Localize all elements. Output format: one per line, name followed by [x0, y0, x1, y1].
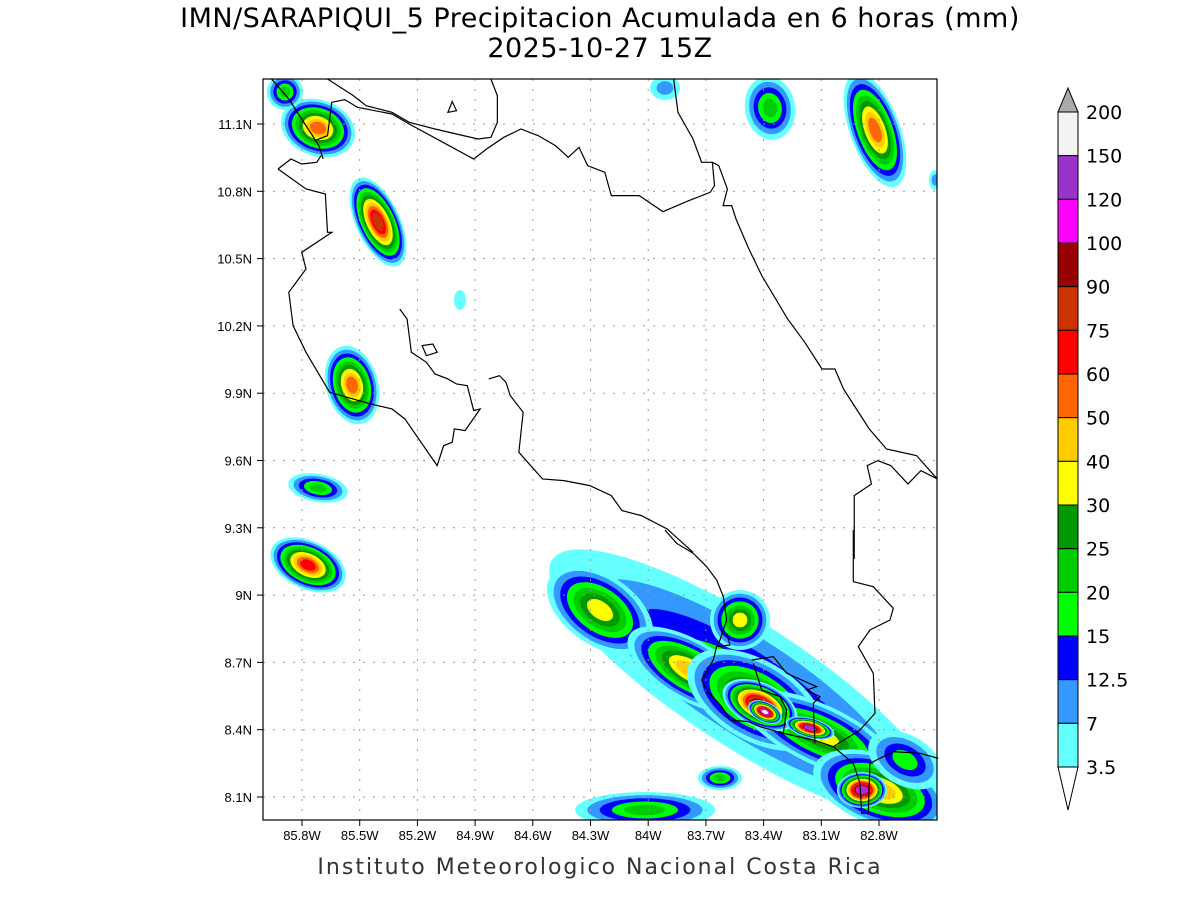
lon-tick-label: 85.8W — [283, 828, 321, 843]
colorbar-swatch — [1057, 591, 1079, 637]
colorbar-swatch — [1057, 722, 1079, 768]
precip-contour — [309, 483, 327, 493]
colorbar-swatch — [1057, 242, 1079, 288]
precipitation-field — [267, 79, 937, 820]
lat-tick-label: 11.1N — [218, 117, 252, 132]
lon-tick-label: 84W — [635, 828, 662, 843]
lon-tick-label: 85.5W — [341, 828, 379, 843]
lon-tick-label: 84.6W — [514, 828, 552, 843]
lon-tick-label: 84.3W — [572, 828, 610, 843]
colorbar-swatch — [1057, 635, 1079, 681]
colorbar-swatch — [1057, 373, 1079, 419]
colorbar-swatch — [1057, 111, 1079, 157]
lat-tick-label: 9.6N — [225, 454, 252, 469]
colorbar-label: 3.5 — [1086, 757, 1116, 779]
colorbar-label: 120 — [1086, 189, 1122, 211]
colorbar-label: 30 — [1086, 495, 1110, 517]
lat-tick-label: 8.1N — [225, 790, 252, 805]
colorbar-label: 12.5 — [1086, 670, 1128, 692]
lon-tick-label: 82.8W — [860, 828, 898, 843]
colorbar-swatch — [1057, 198, 1079, 244]
map-frame — [262, 78, 938, 821]
coastlines-south — [665, 530, 938, 813]
lon-tick-label: 83.1W — [803, 828, 841, 843]
precip-contour — [868, 117, 882, 143]
lat-tick-label: 10.2N — [217, 319, 252, 334]
colorbar-swatch — [1057, 155, 1079, 200]
lat-tick-label: 8.7N — [225, 655, 252, 670]
colorbar-label: 25 — [1086, 539, 1110, 561]
colorbar-swatch — [1057, 504, 1079, 550]
precip-contour — [624, 804, 666, 816]
lat-tick-label: 10.8N — [217, 184, 252, 199]
precip-contour — [300, 559, 316, 571]
precip-contour — [309, 121, 327, 135]
lat-tick-label: 9N — [235, 588, 252, 603]
colorbar-label: 100 — [1086, 233, 1122, 255]
colorbar-swatch — [1057, 679, 1079, 724]
colorbar-label: 90 — [1086, 277, 1110, 299]
colorbar-label: 75 — [1086, 320, 1110, 342]
precip-contour — [656, 81, 674, 95]
precip-contour — [931, 174, 937, 186]
axis-ticks: 85.8W 85.5W 85.2W 84.9W 84.6W 84.3W 84W 83.7W 83… — [217, 117, 898, 843]
lat-tick-label: 9.3N — [225, 521, 252, 536]
precip-contour — [279, 86, 291, 98]
map-datetime: 2025-10-27 15Z — [487, 33, 713, 64]
precip-contour — [454, 290, 466, 310]
grid-lines — [263, 79, 937, 820]
precip-contour — [805, 725, 815, 731]
precip-contour — [857, 786, 867, 794]
lat-tick-label: 8.4N — [225, 723, 252, 738]
precip-contour — [713, 774, 727, 782]
colorbar-label: 60 — [1086, 364, 1110, 386]
precip-contour — [892, 749, 918, 771]
lat-tick-label: 9.9N — [225, 386, 252, 401]
footer-credit: Instituto Meteorologico Nacional Costa R… — [317, 855, 883, 880]
colorbar-under-arrow — [1057, 766, 1079, 811]
colorbar-label: 15 — [1086, 626, 1110, 648]
lon-tick-label: 84.9W — [456, 828, 494, 843]
lon-tick-label: 83.4W — [745, 828, 783, 843]
colorbar-label: 50 — [1086, 408, 1110, 430]
precip-contour — [586, 598, 614, 622]
lon-tick-label: 85.2W — [399, 828, 437, 843]
colorbar-label: 150 — [1086, 146, 1122, 168]
colorbar-over-arrow — [1057, 86, 1079, 113]
map-title: IMN/SARAPIQUI_5 Precipitacion Acumulada … — [180, 3, 1020, 34]
colorbar-swatch — [1057, 329, 1079, 375]
colorbar-swatch — [1057, 460, 1079, 506]
colorbar-swatch — [1057, 286, 1079, 331]
colorbar-label: 200 — [1086, 102, 1122, 124]
coastlines — [272, 79, 938, 559]
colorbar: 200 150 120 100 90 75 60 50 40 30 25 20 15 12.5 7 3.5 — [1057, 86, 1128, 811]
precip-contour — [346, 376, 358, 394]
lat-tick-label: 10.5N — [217, 252, 252, 267]
colorbar-swatch — [1057, 417, 1079, 462]
colorbar-label: 20 — [1086, 582, 1110, 604]
lon-tick-label: 83.7W — [687, 828, 725, 843]
colorbar-swatch — [1057, 548, 1079, 593]
precip-contour — [762, 98, 778, 118]
colorbar-label: 7 — [1086, 713, 1098, 735]
precip-contour — [372, 213, 384, 231]
precip-contour — [732, 612, 748, 628]
colorbar-label: 40 — [1086, 451, 1110, 473]
